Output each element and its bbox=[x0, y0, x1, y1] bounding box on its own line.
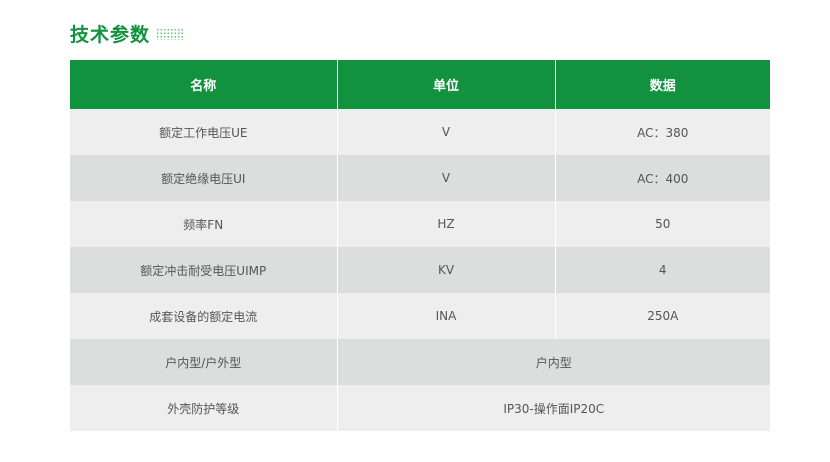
table-row: 额定绝缘电压UI V AC：400 bbox=[70, 155, 770, 201]
cell-value: AC：380 bbox=[555, 109, 770, 155]
cell-name: 额定工作电压UE bbox=[70, 109, 338, 155]
cell-value: IP30-操作面IP20C bbox=[337, 385, 770, 431]
table-row: 频率FN HZ 50 bbox=[70, 201, 770, 247]
cell-value: 户内型 bbox=[337, 339, 770, 385]
cell-unit: INA bbox=[337, 293, 556, 339]
cell-unit: HZ bbox=[337, 201, 556, 247]
cell-name: 成套设备的额定电流 bbox=[70, 293, 338, 339]
cell-value: AC：400 bbox=[555, 155, 770, 201]
cell-unit: V bbox=[337, 155, 556, 201]
header-unit: 单位 bbox=[337, 60, 556, 109]
table-row: 成套设备的额定电流 INA 250A bbox=[70, 293, 770, 339]
header-name: 名称 bbox=[70, 60, 338, 109]
cell-name: 外壳防护等级 bbox=[70, 385, 338, 431]
table-row: 外壳防护等级 IP30-操作面IP20C bbox=[70, 385, 770, 431]
table-row: 额定冲击耐受电压UIMP KV 4 bbox=[70, 247, 770, 293]
section-title: 技术参数 bbox=[70, 24, 151, 46]
table-row: 额定工作电压UE V AC：380 bbox=[70, 109, 770, 155]
cell-name: 额定冲击耐受电压UIMP bbox=[70, 247, 338, 293]
dots-decoration-icon bbox=[156, 27, 185, 40]
cell-name: 额定绝缘电压UI bbox=[70, 155, 338, 201]
header-value: 数据 bbox=[555, 60, 770, 109]
cell-value: 4 bbox=[555, 247, 770, 293]
cell-unit: V bbox=[337, 109, 556, 155]
cell-value: 50 bbox=[555, 201, 770, 247]
cell-name: 户内型/户外型 bbox=[70, 339, 338, 385]
table-header-row: 名称 单位 数据 bbox=[70, 60, 770, 109]
table-row: 户内型/户外型 户内型 bbox=[70, 339, 770, 385]
cell-value: 250A bbox=[555, 293, 770, 339]
cell-unit: KV bbox=[337, 247, 556, 293]
spec-table: 名称 单位 数据 额定工作电压UE V AC：380 额定绝缘电压UI V AC… bbox=[70, 60, 770, 431]
section-header: 技术参数 bbox=[70, 20, 185, 47]
cell-name: 频率FN bbox=[70, 201, 338, 247]
